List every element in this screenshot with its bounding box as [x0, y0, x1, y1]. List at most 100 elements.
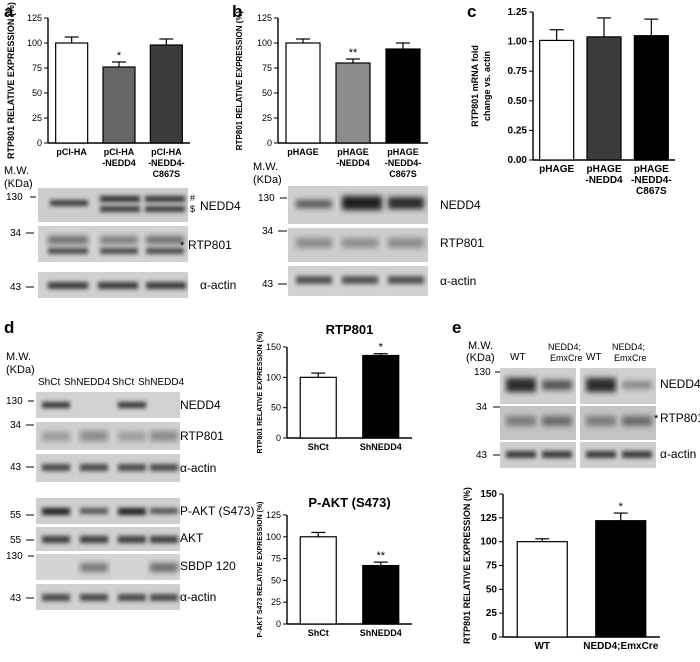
band-label-b-nedd4: NEDD4	[440, 198, 481, 212]
blot-a: M.W. (KDa) 130 34 43 # $ NEDD4 * RTP801 …	[4, 165, 241, 298]
mw-unit-e: (KDa)	[466, 352, 495, 364]
lane-label-e-4a: NEDD4;	[612, 342, 645, 352]
y-axis-label: RTP801 RELATIVE EXPRESSION (%)	[6, 2, 16, 159]
y-tick-label: 75	[262, 63, 272, 73]
significance-mark: **	[349, 47, 358, 59]
y-tick-label: 125	[257, 13, 272, 23]
y-tick-label: 0	[491, 632, 497, 643]
band-label-e-nedd4: NEDD4	[660, 377, 700, 391]
lane-label-d-2: ShNEDD4	[64, 377, 111, 388]
band-label-d-actin1: α-actin	[180, 461, 216, 475]
category-label: pCI-HA -NEDD4-C867S	[148, 147, 185, 179]
mw-title-e: M.W.	[468, 340, 493, 352]
y-tick-label: 100	[266, 372, 281, 382]
bar	[299, 536, 337, 625]
band-label-d-rtp801: RTP801	[180, 429, 224, 443]
mw-unit-a: (KDa)	[4, 178, 33, 190]
lane-label-e-2a: NEDD4;	[548, 342, 581, 352]
mw-mark-d-55b: 55	[10, 535, 22, 546]
y-tick-label: 150	[480, 489, 497, 500]
band-label-d-sbdp: SBDP 120	[180, 559, 236, 573]
category-label: pCI-HA -NEDD4	[102, 147, 136, 168]
y-tick-label: 0	[276, 619, 281, 629]
band-label-d-actin2: α-actin	[180, 590, 216, 604]
chart-title: RTP801	[326, 322, 374, 337]
mw-mark-a-34: 34	[10, 228, 22, 239]
mw-title-a: M.W.	[4, 165, 29, 177]
significance-mark: **	[376, 550, 385, 562]
bar	[149, 44, 183, 144]
y-tick-label: 150	[266, 342, 281, 352]
y-axis-label: P-AKT S473 RELATIVE EXPRESSION (%)	[257, 501, 264, 637]
band-label-d-pakt: P-AKT (S473)	[180, 504, 254, 518]
y-tick-label: 75	[486, 561, 498, 572]
blot-d: M.W. (KDa) ShCt ShNEDD4 ShCt ShNEDD4 130…	[6, 351, 254, 610]
lane-label-e-2b: EmxCre	[550, 353, 583, 363]
band-label-d-akt: AKT	[180, 531, 204, 545]
chart-c: 0.00 0.25 0.50 0.75 1.00 1.25 RTP801 mRNA fold…	[470, 7, 675, 197]
bar	[633, 35, 669, 161]
mw-mark-e-34: 34	[476, 402, 488, 413]
bar	[595, 520, 647, 638]
blot-b: M.W. (KDa) 130 34 43 NEDD4 RTP801 α-acti…	[253, 161, 484, 296]
lane-label-e-1: WT	[510, 352, 526, 363]
category-label: NEDD4;EmxCre	[583, 641, 658, 652]
y-tick-label: 100	[266, 532, 281, 542]
y-tick-label: 0.00	[508, 155, 528, 166]
category-label: pHAGE -NEDD4	[585, 164, 623, 186]
mw-mark-e-130: 130	[474, 367, 491, 378]
y-tick-label: 75	[271, 554, 281, 564]
mw-mark-a-43: 43	[10, 282, 22, 293]
y-tick-label: 25	[486, 608, 498, 619]
y-tick-label: 125	[266, 510, 281, 520]
band-label-d-nedd4: NEDD4	[180, 398, 221, 412]
band-label-e-actin: α-actin	[660, 447, 696, 461]
bar	[285, 42, 321, 144]
panel-letter-a: a	[4, 2, 14, 21]
significance-mark: *	[379, 342, 384, 354]
y-tick-label: 125	[27, 13, 42, 23]
y-tick-label: 100	[480, 537, 497, 548]
band-label-e-rtp801: RTP801	[660, 411, 700, 425]
y-axis-label: RTP801 mRNA fold change vs. actin	[470, 45, 492, 127]
lane-label-e-4b: EmxCre	[614, 353, 647, 363]
y-tick-label: 0	[267, 138, 272, 148]
y-tick-label: 25	[262, 113, 272, 123]
mw-mark-b-130: 130	[258, 193, 275, 204]
category-label: pHAGE	[539, 164, 574, 175]
lane-label-d-3: ShCt	[112, 377, 134, 388]
mw-mark-d-130b: 130	[6, 551, 23, 562]
y-tick-label: 50	[262, 88, 272, 98]
band-label-a-nedd4: NEDD4	[200, 199, 241, 213]
mw-mark-b-34: 34	[262, 226, 274, 237]
mw-mark-d-43a: 43	[10, 462, 22, 473]
y-tick-label: 50	[32, 88, 42, 98]
band-label-b-actin: α-actin	[440, 274, 476, 288]
panel-letter-c: c	[467, 2, 476, 21]
mw-unit-d: (KDa)	[6, 364, 35, 376]
y-tick-label: 0.50	[508, 96, 528, 107]
y-axis-label: RTP801 RELATIVE EXPRESSION (%)	[235, 10, 244, 150]
significance-mark: *	[117, 50, 122, 62]
category-label: pHAGE -NEDD4-C867S	[385, 147, 422, 179]
mw-mark-b-43: 43	[262, 279, 274, 290]
blot-e: M.W. (KDa) WT NEDD4; EmxCre WT NEDD4; Em…	[466, 340, 700, 468]
lane-label-e-3: WT	[586, 352, 602, 363]
panel-letter-e: e	[452, 318, 461, 337]
annot-star-e: *	[654, 413, 659, 425]
bar	[299, 376, 337, 439]
bar	[102, 66, 136, 144]
bar	[539, 39, 575, 161]
category-label: ShNEDD4	[360, 442, 402, 452]
mw-mark-d-43b: 43	[10, 593, 22, 604]
category-label: pHAGE	[287, 147, 319, 157]
bar	[516, 541, 568, 638]
band-label-b-rtp801: RTP801	[440, 236, 484, 250]
y-axis-label: RTP801 RELATIVE EXPRESSION (%)	[257, 331, 264, 453]
mw-unit-b: (KDa)	[253, 174, 282, 186]
panel-letter-b: b	[232, 2, 242, 21]
annot-dollar-a: $	[190, 204, 195, 214]
